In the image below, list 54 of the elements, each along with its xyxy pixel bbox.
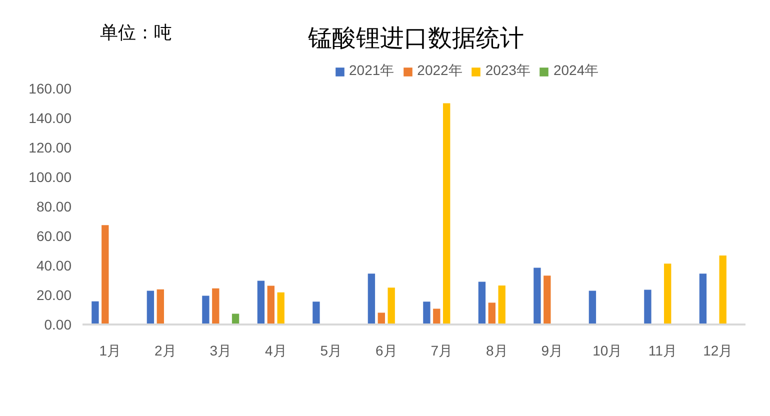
legend-label: 2023年 xyxy=(485,62,530,80)
y-tick-label: 100.00 xyxy=(28,169,72,185)
x-tick-label: 1月 xyxy=(99,342,122,358)
x-tick-label: 5月 xyxy=(320,342,342,358)
bar xyxy=(588,290,596,324)
bar xyxy=(388,288,395,324)
x-tick-label: 10月 xyxy=(592,342,622,358)
bar xyxy=(232,314,240,324)
chart-title: 锰酸锂进口数据统计 xyxy=(307,25,524,52)
y-tick-label: 0.00 xyxy=(44,316,72,332)
x-tick-label: 2月 xyxy=(154,342,176,358)
bar xyxy=(202,296,210,324)
bar xyxy=(534,268,541,324)
x-tick-label: 12月 xyxy=(703,342,733,358)
legend-label: 2022年 xyxy=(417,62,462,80)
y-tick-label: 20.00 xyxy=(36,287,72,303)
x-tick-label: 9月 xyxy=(541,342,564,358)
x-tick-label: 7月 xyxy=(430,342,453,358)
y-tick-label: 80.00 xyxy=(36,198,72,214)
x-tick-label: 8月 xyxy=(486,342,508,358)
y-tick-label: 160.00 xyxy=(28,80,72,96)
bar xyxy=(423,302,430,324)
bar xyxy=(368,274,376,324)
bar xyxy=(433,308,440,324)
bar xyxy=(488,302,496,324)
x-tick-label: 3月 xyxy=(210,342,232,358)
x-tick-label: 4月 xyxy=(264,342,287,358)
y-tick-label: 40.00 xyxy=(36,258,72,274)
bar xyxy=(146,290,154,324)
text: 单位：吨 xyxy=(100,22,172,42)
bar xyxy=(664,264,672,324)
bar xyxy=(544,276,551,324)
bar xyxy=(156,289,164,324)
y-tick-label: 140.00 xyxy=(28,110,72,126)
bar xyxy=(102,225,109,324)
legend-label: 2024年 xyxy=(553,62,599,80)
bar xyxy=(443,103,450,324)
x-tick-label: 6月 xyxy=(375,342,398,358)
bar xyxy=(257,280,265,324)
bar xyxy=(277,292,284,324)
x-tick-label: 11月 xyxy=(648,342,677,358)
bar xyxy=(644,290,652,324)
legend-label: 2021年 xyxy=(349,62,394,80)
bar xyxy=(498,286,506,324)
bar xyxy=(699,274,707,324)
bar xyxy=(478,282,486,324)
bar xyxy=(267,286,274,324)
bar xyxy=(212,288,220,324)
y-tick-label: 60.00 xyxy=(36,228,72,244)
bar xyxy=(378,312,385,324)
bar xyxy=(312,302,320,324)
y-tick-label: 120.00 xyxy=(28,140,72,156)
bar xyxy=(92,301,99,324)
bar xyxy=(719,255,726,324)
